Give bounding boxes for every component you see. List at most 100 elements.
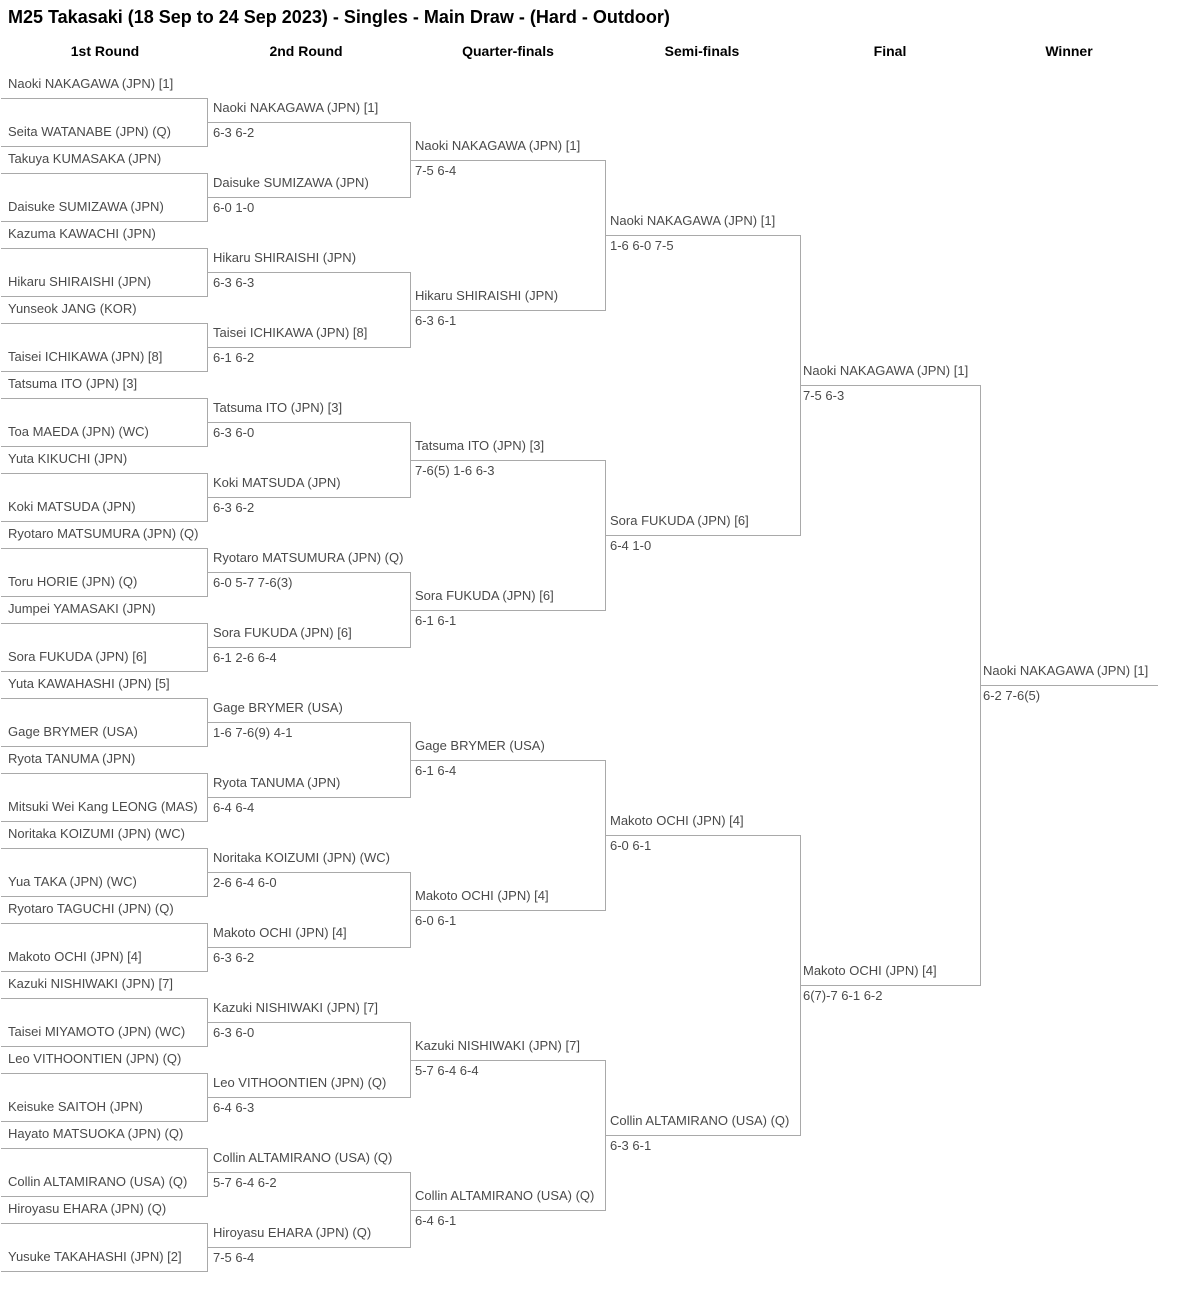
match-score: 6-0 5-7 7-6(3) — [213, 575, 293, 590]
player-entry-name: Daisuke SUMIZAWA (JPN) — [8, 199, 164, 214]
player-entry-name: Toa MAEDA (JPN) (WC) — [8, 424, 149, 439]
player-entry-name: Collin ALTAMIRANO (USA) (Q) — [415, 1188, 595, 1203]
player-entry-name: Kazuma KAWACHI (JPN) — [8, 226, 156, 241]
player-entry-name: Collin ALTAMIRANO (USA) (Q) — [610, 1113, 790, 1128]
player-entry-name: Ryotaro MATSUMURA (JPN) (Q) — [213, 550, 404, 565]
match-score: 6-1 6-2 — [213, 350, 255, 365]
match-score: 6-3 6-3 — [213, 275, 255, 290]
bracket-line-horizontal — [410, 1060, 605, 1061]
column-header-1st-round: 1st Round — [70, 43, 140, 59]
player-entry-name: Naoki NAKAGAWA (JPN) [1] — [415, 138, 581, 153]
bracket-line-horizontal — [207, 1172, 410, 1173]
bracket-line-horizontal — [207, 422, 410, 423]
bracket-line-horizontal — [207, 497, 410, 498]
bracket-line-horizontal — [1, 248, 207, 249]
bracket-line-horizontal — [1, 1148, 207, 1149]
bracket-line-horizontal — [1, 821, 207, 822]
match-score: 6-0 6-1 — [610, 838, 652, 853]
bracket-line-horizontal — [207, 1097, 410, 1098]
player-entry-name: Taisei ICHIKAWA (JPN) [8] — [213, 325, 368, 340]
bracket-line-horizontal — [410, 910, 605, 911]
player-entry-name: Tatsuma ITO (JPN) [3] — [213, 400, 343, 415]
bracket-line-horizontal — [1, 596, 207, 597]
match-score: 6-1 6-4 — [415, 763, 457, 778]
match-score: 6-3 6-1 — [610, 1138, 652, 1153]
player-entry-name: Sora FUKUDA (JPN) [6] — [213, 625, 352, 640]
match-score: 6(7)-7 6-1 6-2 — [803, 988, 883, 1003]
player-entry-name: Leo VITHOONTIEN (JPN) (Q) — [213, 1075, 387, 1090]
match-score: 6-0 1-0 — [213, 200, 255, 215]
bracket-line-horizontal — [1, 971, 207, 972]
player-entry-name: Naoki NAKAGAWA (JPN) [1] — [8, 76, 174, 91]
bracket-line-horizontal — [410, 460, 605, 461]
bracket-line-horizontal — [1, 1223, 207, 1224]
player-entry-name: Gage BRYMER (USA) — [213, 700, 343, 715]
match-score: 7-6(5) 1-6 6-3 — [415, 463, 495, 478]
match-score: 6-4 6-1 — [415, 1213, 457, 1228]
player-entry-name: Ryota TANUMA (JPN) — [213, 775, 341, 790]
player-entry-name: Taisei ICHIKAWA (JPN) [8] — [8, 349, 163, 364]
bracket-line-horizontal — [207, 122, 410, 123]
bracket-line-horizontal — [1, 746, 207, 747]
player-entry-name: Jumpei YAMASAKI (JPN) — [8, 601, 156, 616]
bracket-line-horizontal — [980, 685, 1158, 686]
match-score: 6-1 2-6 6-4 — [213, 650, 277, 665]
player-entry-name: Taisei MIYAMOTO (JPN) (WC) — [8, 1024, 186, 1039]
player-entry-name: Hikaru SHIRAISHI (JPN) — [8, 274, 152, 289]
player-entry-name: Sora FUKUDA (JPN) [6] — [610, 513, 749, 528]
bracket-line-horizontal — [1, 1046, 207, 1047]
player-entry-name: Gage BRYMER (USA) — [415, 738, 545, 753]
match-score: 5-7 6-4 6-2 — [213, 1175, 277, 1190]
player-entry-name: Leo VITHOONTIEN (JPN) (Q) — [8, 1051, 182, 1066]
match-score: 1-6 7-6(9) 4-1 — [213, 725, 293, 740]
player-entry-name: Yuta KAWAHASHI (JPN) [5] — [8, 676, 170, 691]
player-entry-name: Kazuki NISHIWAKI (JPN) [7] — [213, 1000, 378, 1015]
player-entry-name: Makoto OCHI (JPN) [4] — [803, 963, 937, 978]
player-entry-name: Yua TAKA (JPN) (WC) — [8, 874, 137, 889]
bracket-line-horizontal — [1, 221, 207, 222]
player-entry-name: Koki MATSUDA (JPN) — [8, 499, 136, 514]
bracket-line-horizontal — [207, 272, 410, 273]
player-entry-name: Hikaru SHIRAISHI (JPN) — [415, 288, 559, 303]
player-entry-name: Mitsuki Wei Kang LEONG (MAS) — [8, 799, 198, 814]
player-entry-name: Ryotaro TAGUCHI (JPN) (Q) — [8, 901, 174, 916]
bracket-line-horizontal — [1, 173, 207, 174]
bracket-line-horizontal — [1, 671, 207, 672]
match-score: 6-3 6-2 — [213, 500, 255, 515]
player-entry-name: Naoki NAKAGAWA (JPN) [1] — [610, 213, 776, 228]
player-entry-name: Ryota TANUMA (JPN) — [8, 751, 136, 766]
bracket-line-horizontal — [1, 548, 207, 549]
draw-title: M25 Takasaki (18 Sep to 24 Sep 2023) - S… — [8, 7, 670, 27]
column-header-winner: Winner — [1045, 43, 1093, 59]
bracket-line-horizontal — [1, 323, 207, 324]
player-entry-name: Keisuke SAITOH (JPN) — [8, 1099, 143, 1114]
bracket-line-horizontal — [410, 610, 605, 611]
bracket-line-horizontal — [1, 521, 207, 522]
bracket-line-horizontal — [800, 985, 980, 986]
player-entry-name: Noritaka KOIZUMI (JPN) (WC) — [8, 826, 185, 841]
bracket-line-horizontal — [207, 1247, 410, 1248]
player-entry-name: Takuya KUMASAKA (JPN) — [8, 151, 162, 166]
player-entry-name: Collin ALTAMIRANO (USA) (Q) — [213, 1150, 393, 1165]
player-entry-name: Hayato MATSUOKA (JPN) (Q) — [8, 1126, 184, 1141]
bracket-line-horizontal — [1, 371, 207, 372]
player-entry-name: Noritaka KOIZUMI (JPN) (WC) — [213, 850, 390, 865]
bracket-line-horizontal — [1, 1196, 207, 1197]
bracket-line-horizontal — [410, 160, 605, 161]
player-entry-name: Makoto OCHI (JPN) [4] — [8, 949, 142, 964]
bracket-line-horizontal — [207, 947, 410, 948]
match-score: 1-6 6-0 7-5 — [610, 238, 674, 253]
column-header-quarter-finals: Quarter-finals — [462, 43, 554, 59]
player-entry-name: Makoto OCHI (JPN) [4] — [610, 813, 744, 828]
player-entry-name: Kazuki NISHIWAKI (JPN) [7] — [8, 976, 173, 991]
bracket-line-horizontal — [800, 385, 980, 386]
bracket-line-horizontal — [1, 146, 207, 147]
bracket-line-horizontal — [1, 773, 207, 774]
player-entry-name: Naoki NAKAGAWA (JPN) [1] — [983, 663, 1149, 678]
match-score: 6-4 6-3 — [213, 1100, 255, 1115]
player-entry-name: Naoki NAKAGAWA (JPN) [1] — [213, 100, 379, 115]
bracket-line-horizontal — [605, 1135, 800, 1136]
match-score: 6-3 6-2 — [213, 950, 255, 965]
bracket-line-horizontal — [1, 998, 207, 999]
match-score: 6-3 6-0 — [213, 425, 255, 440]
